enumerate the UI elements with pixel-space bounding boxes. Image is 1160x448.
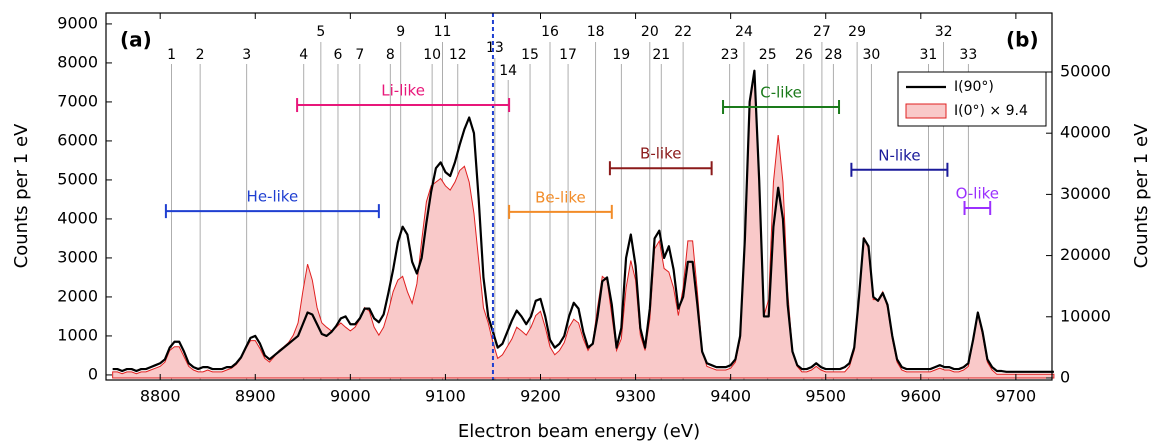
- peak-label: 1: [167, 47, 176, 63]
- y-tick-label: 5000: [57, 169, 98, 188]
- peak-label: 15: [521, 47, 539, 63]
- peak-label: 21: [652, 47, 670, 63]
- peak-label: 6: [334, 47, 343, 63]
- peak-label: 29: [848, 24, 866, 40]
- peak-label: 9: [396, 24, 405, 40]
- range-label: C-like: [760, 83, 802, 101]
- peak-label: 17: [559, 47, 577, 63]
- x-tick-label: 9700: [996, 387, 1037, 406]
- peak-label: 8: [386, 47, 395, 63]
- range-label: Li-like: [381, 82, 425, 100]
- peak-label: 20: [641, 24, 659, 40]
- peak-label: 16: [541, 24, 559, 40]
- x-tick-label: 8800: [140, 387, 181, 406]
- peak-label: 31: [919, 47, 937, 63]
- y2-tick-label: 50000: [1060, 61, 1111, 80]
- y2-tick-label: 30000: [1060, 184, 1111, 203]
- peak-label: 4: [299, 47, 308, 63]
- y2-tick-label: 40000: [1060, 123, 1111, 142]
- peak-label: 11: [434, 24, 452, 40]
- peak-label: 12: [449, 47, 467, 63]
- legend-label: I(0°) × 9.4: [954, 103, 1028, 119]
- legend-swatch: [905, 103, 947, 119]
- x-tick-label: 9200: [520, 387, 561, 406]
- peak-label: 14: [499, 63, 517, 79]
- y-tick-label: 2000: [57, 286, 98, 305]
- y-tick-label: 3000: [57, 247, 98, 266]
- y-tick-label: 7000: [57, 91, 98, 110]
- y2-tick-label: 20000: [1060, 245, 1111, 264]
- x-tick-label: 9300: [615, 387, 656, 406]
- y-tick-label: 4000: [57, 208, 98, 227]
- peak-label: 18: [587, 24, 605, 40]
- peak-label: 26: [795, 47, 813, 63]
- y-tick-label: 9000: [57, 13, 98, 32]
- peak-label: 27: [813, 24, 831, 40]
- legend-label: I(90°): [954, 79, 994, 95]
- peak-label: 28: [824, 47, 842, 63]
- range-label: N-like: [878, 146, 920, 164]
- range-label: He-like: [247, 188, 299, 206]
- x-tick-label: 9000: [330, 387, 371, 406]
- peak-label: 2: [196, 47, 205, 63]
- range-label: Be-like: [535, 188, 586, 206]
- y-tick-label: 0: [88, 364, 98, 383]
- plot-frame: [105, 12, 1053, 381]
- y-tick-label: 8000: [57, 52, 98, 71]
- peak-label: 32: [935, 24, 953, 40]
- series-line: [112, 69, 1054, 373]
- y2-axis-title: Counts per 1 eV: [1131, 123, 1152, 268]
- x-tick-label: 8900: [235, 387, 276, 406]
- x-tick-label: 9500: [805, 387, 846, 406]
- x-tick-label: 9600: [900, 387, 941, 406]
- peak-label: 25: [759, 47, 777, 63]
- panel-label: (b): [1006, 28, 1039, 52]
- y2-tick-label: 10000: [1060, 306, 1111, 325]
- peak-label: 7: [355, 47, 364, 63]
- peak-label: 5: [316, 24, 325, 40]
- peak-label: 33: [959, 47, 977, 63]
- peak-label: 22: [674, 24, 692, 40]
- panel-label: (a): [120, 28, 152, 52]
- peak-label: 3: [242, 47, 251, 63]
- x-axis-title: Electron beam energy (eV): [458, 421, 700, 442]
- y-tick-label: 6000: [57, 130, 98, 149]
- range-label: O-like: [956, 185, 999, 203]
- range-label: B-like: [640, 145, 681, 163]
- peak-label: 19: [612, 47, 630, 63]
- peak-label: 30: [862, 47, 880, 63]
- x-tick-label: 9400: [710, 387, 751, 406]
- peak-label: 13: [486, 40, 504, 56]
- peak-label: 24: [735, 24, 753, 40]
- peak-label: 10: [423, 47, 441, 63]
- y-axis-title: Counts per 1 eV: [11, 123, 32, 268]
- y2-tick-label: 0: [1060, 367, 1070, 386]
- peak-label: 23: [721, 47, 739, 63]
- y-tick-label: 1000: [57, 325, 98, 344]
- x-tick-label: 9100: [425, 387, 466, 406]
